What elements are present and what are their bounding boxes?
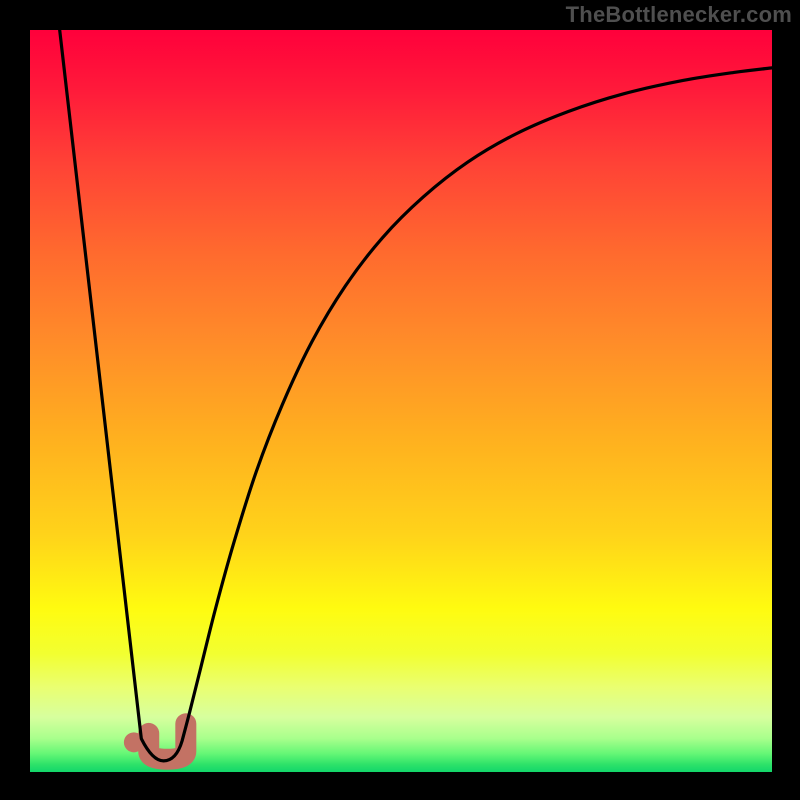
chart-svg <box>0 0 800 800</box>
plot-background <box>30 30 772 772</box>
watermark-text: TheBottlenecker.com <box>566 2 792 28</box>
chart-container: TheBottlenecker.com <box>0 0 800 800</box>
